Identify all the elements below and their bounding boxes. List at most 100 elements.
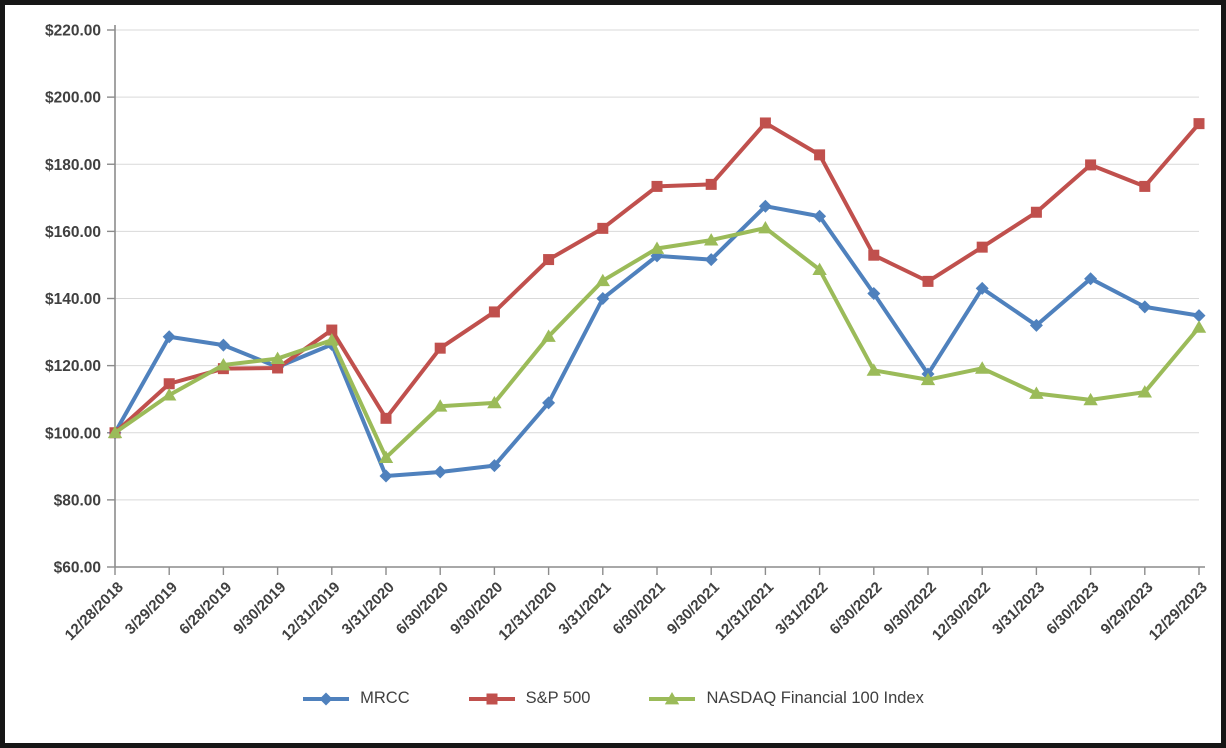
- x-axis-label: 12/31/2019: [279, 579, 344, 644]
- data-point-mrcc: [1138, 300, 1152, 314]
- legend-item-mrcc: MRCC: [302, 689, 410, 708]
- x-axis-label: 6/30/2023: [1043, 579, 1102, 638]
- data-point-s-p-500: [922, 275, 934, 287]
- x-axis-label: 3/31/2021: [555, 579, 614, 638]
- x-axis-label: 3/29/2019: [122, 579, 181, 638]
- y-axis-label: $180.00: [45, 157, 101, 174]
- data-point-nasdaq-financial-100-index: [216, 357, 231, 371]
- data-point-s-p-500: [597, 222, 609, 234]
- legend-marker-glyph: [319, 692, 333, 705]
- data-point-mrcc: [162, 330, 176, 344]
- y-axis-label: $120.00: [45, 358, 101, 375]
- legend-item-s-p-500: S&P 500: [468, 689, 591, 708]
- data-point-nasdaq-financial-100-index: [595, 273, 610, 287]
- data-point-nasdaq-financial-100-index: [270, 351, 285, 364]
- x-axis-label: 12/28/2018: [62, 579, 127, 644]
- y-axis-label: $220.00: [45, 23, 101, 40]
- y-axis-label: $80.00: [54, 492, 101, 509]
- data-point-mrcc: [487, 459, 501, 473]
- data-point-mrcc: [1029, 318, 1043, 332]
- data-point-s-p-500: [976, 241, 988, 253]
- data-point-nasdaq-financial-100-index: [1191, 320, 1207, 333]
- data-point-s-p-500: [868, 249, 880, 261]
- series-nasdaq-financial-100-index: [107, 221, 1207, 463]
- series-s-p-500: [109, 117, 1205, 439]
- data-point-mrcc: [1084, 272, 1098, 286]
- x-axis-label: 6/30/2021: [610, 579, 669, 638]
- data-point-mrcc: [867, 286, 881, 300]
- legend-marker-nasdaq-financial-100-index: [649, 691, 696, 704]
- data-point-nasdaq-financial-100-index: [162, 388, 177, 401]
- data-point-nasdaq-financial-100-index: [649, 241, 665, 254]
- data-point-nasdaq-financial-100-index: [812, 262, 827, 276]
- legend-label: S&P 500: [525, 689, 591, 707]
- legend-marker-mrcc: [303, 692, 350, 705]
- y-axis-label: $60.00: [54, 560, 101, 577]
- data-point-s-p-500: [488, 306, 500, 318]
- series-mrcc: [108, 199, 1206, 483]
- data-point-s-p-500: [814, 149, 826, 161]
- data-point-mrcc: [813, 209, 827, 223]
- data-point-mrcc: [975, 281, 989, 295]
- data-point-nasdaq-financial-100-index: [378, 450, 394, 463]
- data-point-nasdaq-financial-100-index: [324, 333, 339, 346]
- x-axis-label: 12/29/2023: [1146, 579, 1211, 644]
- x-axis-label: 6/28/2019: [176, 579, 235, 638]
- data-point-mrcc: [704, 253, 718, 267]
- y-axis-label: $100.00: [45, 425, 101, 442]
- x-axis-label: 3/31/2022: [772, 579, 831, 638]
- data-point-s-p-500: [163, 378, 175, 390]
- x-axis-label: 12/30/2022: [929, 579, 994, 644]
- legend-marker-s-p-500: [468, 693, 515, 704]
- data-point-mrcc: [433, 465, 447, 479]
- data-point-nasdaq-financial-100-index: [487, 395, 502, 409]
- data-point-nasdaq-financial-100-index: [866, 363, 881, 376]
- data-point-s-p-500: [1085, 159, 1097, 171]
- legend-label: NASDAQ Financial 100 Index: [706, 689, 924, 707]
- data-point-s-p-500: [759, 117, 771, 129]
- data-point-mrcc: [596, 292, 610, 305]
- data-point-nasdaq-financial-100-index: [433, 399, 448, 412]
- data-point-mrcc: [542, 396, 556, 410]
- legend-marker-glyph: [665, 691, 680, 704]
- data-point-mrcc: [758, 199, 772, 213]
- data-point-nasdaq-financial-100-index: [541, 329, 556, 342]
- data-point-s-p-500: [326, 324, 338, 336]
- x-axis-label: 12/31/2021: [712, 579, 777, 644]
- data-point-s-p-500: [1030, 206, 1042, 218]
- series-line-nasdaq-financial-100-index: [113, 226, 1201, 460]
- legend-item-nasdaq-financial-100-index: NASDAQ Financial 100 Index: [648, 689, 924, 708]
- data-point-nasdaq-financial-100-index: [1029, 386, 1044, 399]
- legend-marker-glyph: [486, 693, 498, 704]
- data-point-nasdaq-financial-100-index: [704, 233, 719, 246]
- series-line-s-p-500: [113, 120, 1201, 435]
- y-axis-label: $140.00: [45, 291, 101, 308]
- data-point-nasdaq-financial-100-index: [107, 425, 123, 439]
- data-point-mrcc: [379, 469, 393, 483]
- data-point-mrcc: [216, 338, 230, 352]
- data-point-s-p-500: [434, 342, 446, 354]
- data-point-s-p-500: [272, 362, 284, 374]
- data-point-nasdaq-financial-100-index: [975, 361, 990, 374]
- data-point-s-p-500: [1139, 180, 1151, 192]
- chart-legend: MRCC S&P 500 NASDAQ Financial 100 Index: [5, 689, 1221, 708]
- data-point-nasdaq-financial-100-index: [920, 372, 936, 386]
- data-point-s-p-500: [543, 254, 555, 266]
- data-point-s-p-500: [651, 180, 663, 192]
- data-point-s-p-500: [1193, 118, 1205, 130]
- data-point-nasdaq-financial-100-index: [1137, 385, 1152, 398]
- data-point-nasdaq-financial-100-index: [1083, 392, 1098, 406]
- data-point-mrcc: [1192, 309, 1206, 323]
- data-point-s-p-500: [705, 178, 717, 190]
- x-axis-label: 6/30/2022: [826, 579, 885, 638]
- data-point-s-p-500: [380, 412, 392, 424]
- x-axis-label: 3/31/2020: [339, 579, 398, 638]
- x-axis-label: 12/31/2020: [495, 579, 560, 644]
- legend-label: MRCC: [360, 689, 410, 707]
- y-axis-label: $200.00: [45, 90, 101, 107]
- y-axis-label: $160.00: [45, 224, 101, 241]
- x-axis-label: 6/30/2020: [393, 579, 452, 638]
- x-axis-label: 3/31/2023: [989, 579, 1048, 638]
- data-point-nasdaq-financial-100-index: [758, 221, 773, 234]
- chart-canvas: $60.00 $80.00 $100.00 $120.00 $140.00 $160.00…: [45, 23, 1211, 644]
